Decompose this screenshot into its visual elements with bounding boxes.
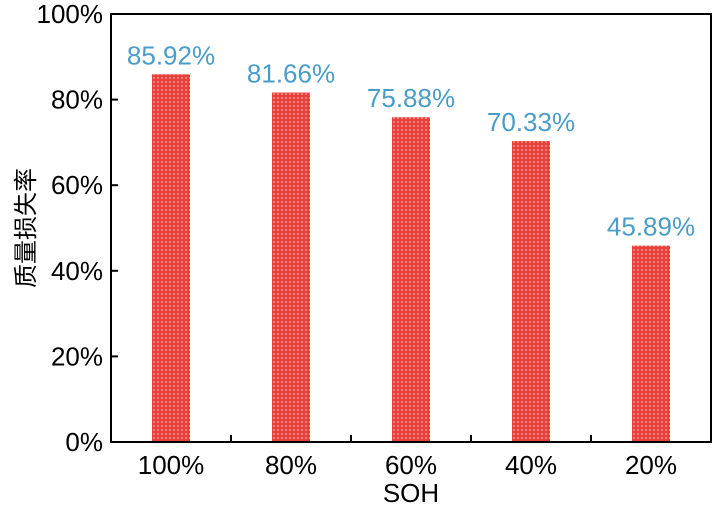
- bar-1: [272, 92, 310, 442]
- data-label-0: 85.92%: [127, 40, 215, 70]
- y-axis-label: 质量损失率: [12, 168, 40, 288]
- bar-4: [632, 245, 670, 442]
- y-tick-label-2: 40%: [51, 256, 103, 286]
- y-tick-label-1: 20%: [51, 341, 103, 371]
- x-ticks-layer: 100% 80% 60% 40% 20%: [138, 435, 677, 480]
- y-tick-label-0: 0%: [65, 427, 103, 457]
- bar-3: [512, 141, 550, 442]
- x-tick-label-3: 40%: [505, 450, 557, 480]
- y-ticks-layer: 0% 20% 40% 60% 80% 100%: [37, 0, 118, 457]
- data-label-1: 81.66%: [247, 59, 335, 89]
- plot-frame: [110, 13, 712, 443]
- data-label-2: 75.88%: [367, 83, 455, 113]
- x-tick-label-2: 60%: [385, 450, 437, 480]
- data-label-4: 45.89%: [607, 212, 695, 242]
- data-labels-layer: 85.92% 81.66% 75.88% 70.33% 45.89%: [127, 40, 695, 241]
- y-tick-label-5: 100%: [37, 0, 104, 29]
- x-tick-label-1: 80%: [265, 450, 317, 480]
- x-axis-label: SOH: [383, 478, 439, 508]
- y-tick-label-3: 60%: [51, 170, 103, 200]
- bar-0: [152, 74, 190, 443]
- x-tick-label-0: 100%: [138, 450, 205, 480]
- bar-2: [392, 117, 430, 442]
- y-tick-label-4: 80%: [51, 85, 103, 115]
- data-label-3: 70.33%: [487, 107, 575, 137]
- x-tick-label-4: 20%: [625, 450, 677, 480]
- bars-layer: [152, 74, 670, 443]
